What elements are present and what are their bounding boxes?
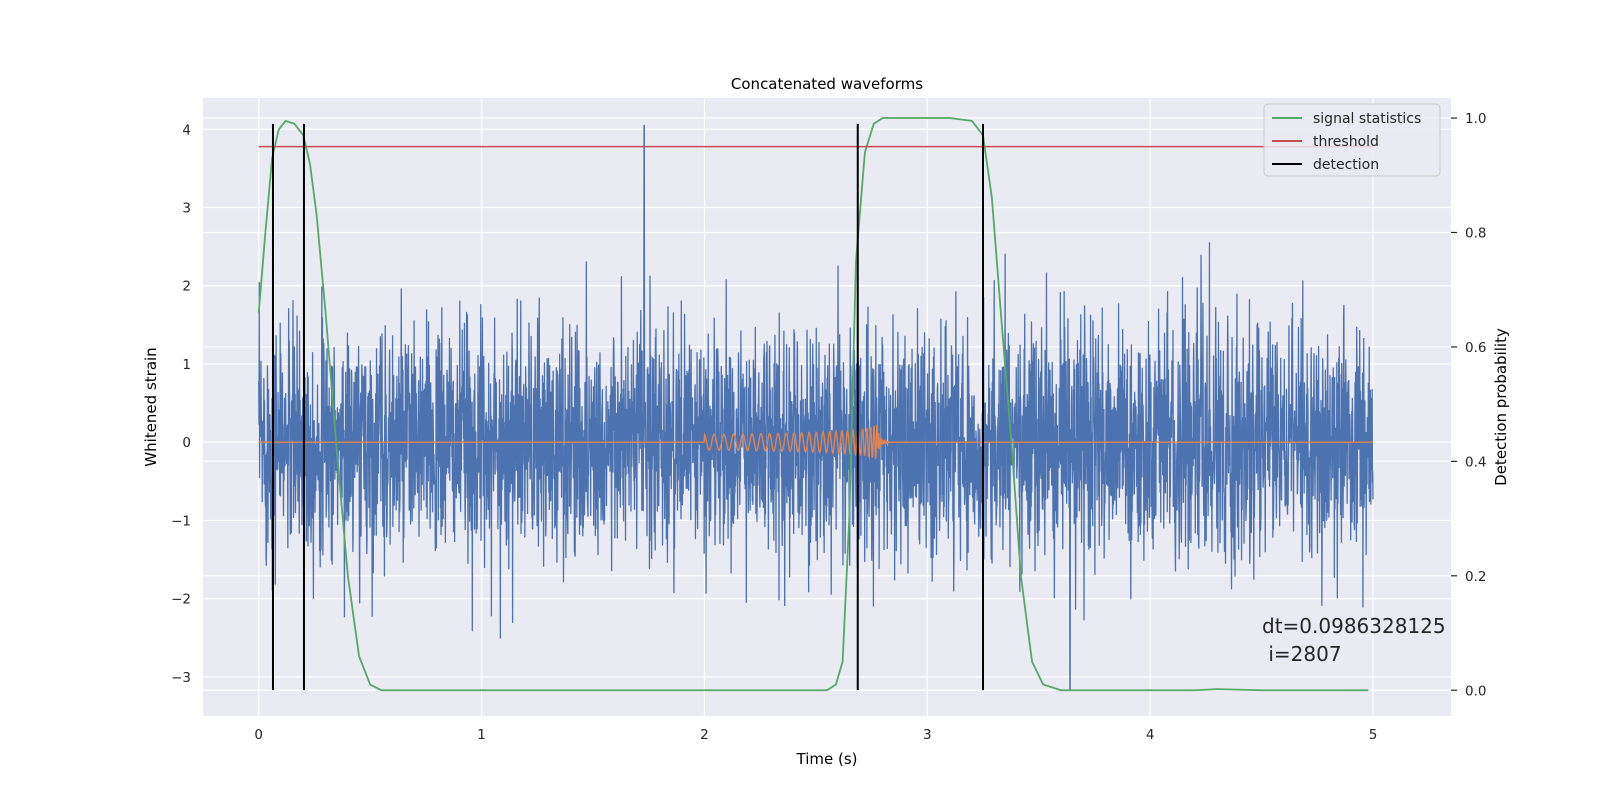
legend-label: threshold xyxy=(1313,134,1379,150)
y-tick-label-left: 1 xyxy=(182,357,191,373)
detection-lines xyxy=(271,123,984,691)
y-tick-label-left: 2 xyxy=(182,279,191,295)
y-tick-label-right: 1.0 xyxy=(1465,111,1486,127)
y-axis-label-right: Detection probability xyxy=(1492,328,1510,486)
y-tick-label-right: 0.0 xyxy=(1465,683,1486,699)
annotation-line: i=2807 xyxy=(1262,642,1342,666)
x-tick-label: 5 xyxy=(1369,727,1378,743)
y-tick-label-right: 0.2 xyxy=(1465,569,1486,585)
legend-box xyxy=(1263,103,1441,177)
x-tick-label: 4 xyxy=(1146,727,1155,743)
x-axis-label: Time (s) xyxy=(796,750,858,768)
y-tick-label-right: 0.6 xyxy=(1465,340,1486,356)
strain-noise-series xyxy=(258,124,1374,691)
legend-label: detection xyxy=(1313,157,1379,173)
ticks: 0 1 2 3 4 5 −3 −2 −1 0 1 2 3 4 0.0 0.2 0.4 0.6 0.8 1.0 xyxy=(171,111,1486,743)
chirp-line xyxy=(258,424,1373,460)
x-tick-label: 2 xyxy=(700,727,709,743)
legend-label: signal statistics xyxy=(1313,111,1421,127)
y-tick-label-right: 0.4 xyxy=(1465,454,1486,470)
y-tick-label-left: 3 xyxy=(182,201,191,217)
y-tick-label-left: −1 xyxy=(171,513,191,529)
strain-noise-line xyxy=(258,124,1374,691)
annotation-line: dt=0.0986328125 xyxy=(1262,614,1446,638)
x-tick-label: 1 xyxy=(477,727,486,743)
y-tick-label-right: 0.8 xyxy=(1465,225,1486,241)
y-tick-label-left: −3 xyxy=(171,670,191,686)
y-tick-label-left: 0 xyxy=(182,435,191,451)
y-tick-label-left: −2 xyxy=(171,592,191,608)
chirp-series xyxy=(258,424,1373,460)
chart-title: Concatenated waveforms xyxy=(731,75,923,93)
y-tick-label-left: 4 xyxy=(182,122,191,138)
y-axis-label-left: Whitened strain xyxy=(142,347,160,466)
annotation: dt=0.0986328125 i=2807 xyxy=(1262,614,1446,666)
x-tick-label: 0 xyxy=(254,727,263,743)
x-tick-label: 3 xyxy=(923,727,932,743)
legend: signal statistics threshold detection xyxy=(1263,103,1441,177)
